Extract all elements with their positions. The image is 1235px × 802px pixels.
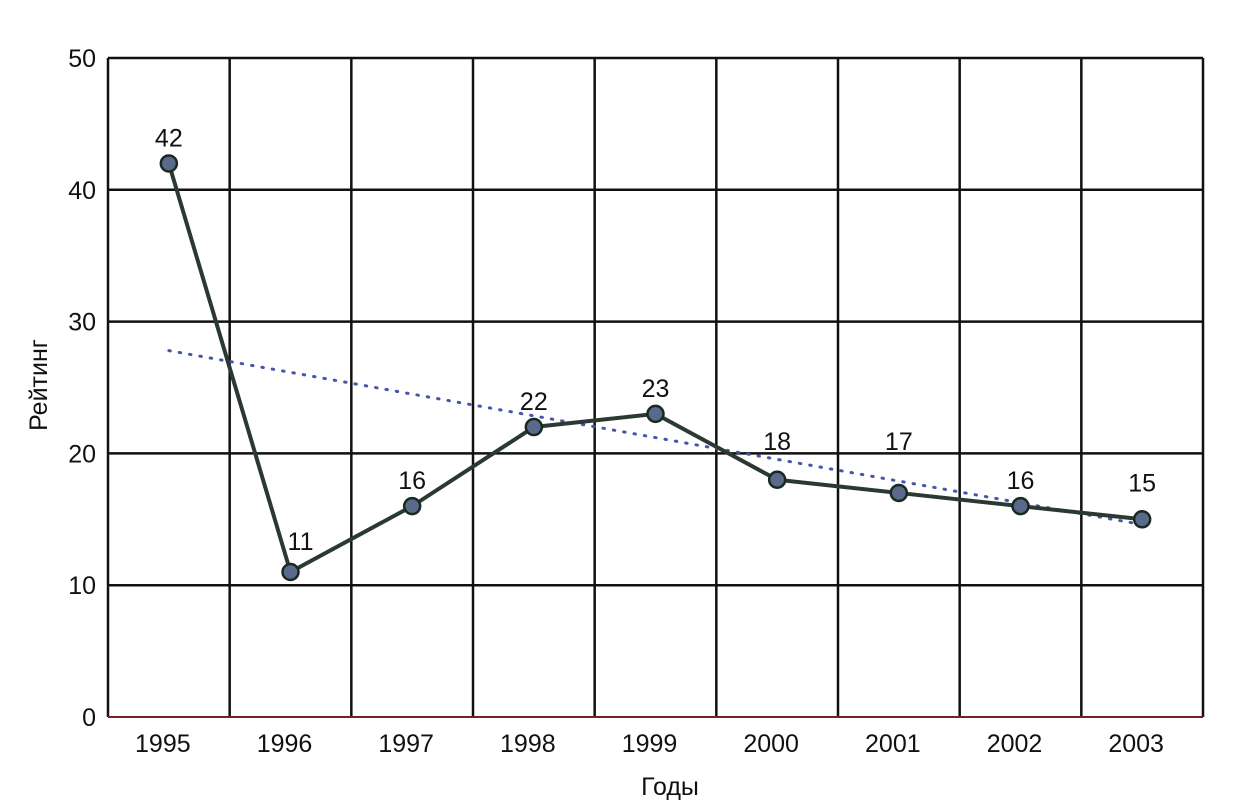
data-point — [1132, 510, 1152, 529]
data-point — [889, 483, 909, 503]
data-point — [281, 562, 300, 582]
x-tick-label: 1995 — [135, 730, 191, 758]
data-point — [402, 496, 422, 516]
trendline — [167, 349, 1144, 527]
series-points — [159, 154, 1152, 582]
data-label: 17 — [885, 428, 913, 456]
x-tick-label: 1997 — [378, 730, 434, 758]
y-tick-label: 30 — [68, 309, 96, 337]
data-label: 15 — [1128, 469, 1156, 497]
grid-lines — [106, 56, 1205, 718]
data-labels: 42 11 16 22 23 18 17 16 15 — [155, 124, 1156, 556]
series-line — [166, 162, 1143, 575]
series-polyline — [166, 162, 1143, 575]
data-label: 23 — [642, 375, 670, 403]
x-tick-label: 2003 — [1108, 730, 1164, 758]
data-point — [159, 154, 179, 173]
data-point — [646, 404, 665, 424]
data-label: 16 — [398, 467, 426, 495]
x-axis-title: Годы — [641, 773, 699, 801]
data-label: 22 — [520, 388, 548, 416]
data-point — [767, 470, 787, 490]
x-tick-label: 1998 — [500, 730, 556, 758]
x-tick-label: 1996 — [257, 730, 313, 758]
y-tick-label: 50 — [68, 45, 96, 73]
data-label: 11 — [288, 528, 314, 556]
x-tick-label: 2002 — [987, 730, 1043, 758]
data-label: 16 — [1007, 467, 1035, 495]
data-label: 18 — [763, 428, 791, 456]
x-tick-label: 2000 — [743, 730, 799, 758]
x-tick-label: 1999 — [622, 730, 678, 758]
y-tick-label: 40 — [68, 177, 96, 205]
x-axis-ticks: 1995 1996 1997 1998 1999 2000 2001 2002 2003 — [135, 730, 1164, 758]
y-axis-title: Рейтинг — [25, 339, 53, 431]
y-axis-ticks: 0 10 20 30 40 50 — [68, 45, 96, 732]
data-point — [1011, 496, 1030, 516]
y-tick-label: 20 — [68, 440, 96, 468]
data-point — [524, 417, 544, 437]
y-tick-label: 10 — [68, 572, 96, 600]
x-tick-label: 2001 — [865, 730, 921, 758]
data-label: 42 — [155, 124, 183, 152]
trendline-dotted — [167, 349, 1144, 527]
y-tick-label: 0 — [82, 704, 96, 732]
